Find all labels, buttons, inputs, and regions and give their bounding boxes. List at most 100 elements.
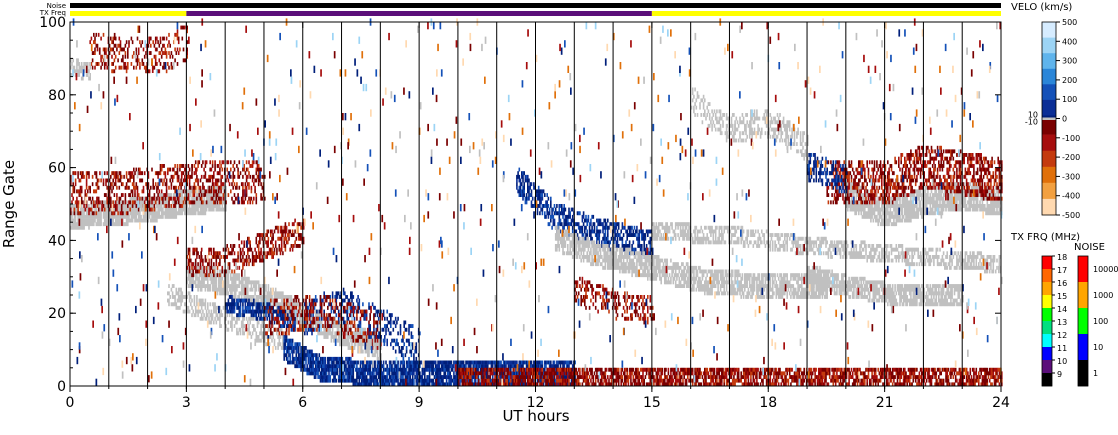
echo-cell xyxy=(85,174,88,179)
echo-cell xyxy=(82,207,84,212)
echo-cell xyxy=(255,287,258,292)
echo-cell xyxy=(291,327,294,332)
echo-cell xyxy=(197,287,199,292)
echo-cell xyxy=(137,193,140,197)
echo-cell xyxy=(187,284,190,288)
echo-cell xyxy=(158,204,161,208)
echo-cell xyxy=(82,174,84,179)
echo-cell xyxy=(114,174,117,179)
echo-cell xyxy=(267,302,270,307)
echo-cell xyxy=(351,367,353,372)
echo-cell xyxy=(200,247,203,252)
echo-cell xyxy=(193,313,196,318)
echo-cell xyxy=(362,335,364,339)
echo-cell xyxy=(289,313,291,318)
echo-cell xyxy=(276,247,278,252)
echo-cell xyxy=(307,356,310,361)
echo-cell xyxy=(108,196,111,201)
echo-cell xyxy=(260,305,262,310)
echo-cell xyxy=(373,375,375,379)
echo-cell xyxy=(232,316,234,321)
echo-cell xyxy=(222,247,225,252)
echo-cell xyxy=(182,164,185,168)
echo-cell xyxy=(91,174,94,179)
echo-cell xyxy=(238,309,241,314)
echo-cell xyxy=(471,378,473,383)
echo-cell xyxy=(108,218,111,223)
echo-cell xyxy=(267,324,270,328)
echo-cell xyxy=(96,218,99,223)
echo-cell xyxy=(139,178,141,183)
echo-cell xyxy=(130,171,133,176)
echo-cell xyxy=(225,204,227,208)
echo-cell xyxy=(147,185,150,190)
echo-cell xyxy=(314,364,317,369)
echo-cell xyxy=(256,255,259,259)
echo-cell xyxy=(207,200,209,205)
echo-cell xyxy=(251,200,254,205)
echo-cell xyxy=(191,273,193,278)
echo-cell xyxy=(392,375,395,379)
echo-cell xyxy=(254,255,256,259)
echo-cell xyxy=(120,207,123,212)
echo-cell xyxy=(216,291,219,296)
echo-cell xyxy=(271,251,273,256)
echo-cell xyxy=(248,236,250,241)
echo-cell xyxy=(208,258,210,263)
echo-cell xyxy=(253,316,255,321)
echo-cell xyxy=(499,360,501,365)
echo-cell xyxy=(337,364,340,369)
echo-cell xyxy=(165,204,168,208)
echo-cell xyxy=(285,225,288,230)
echo-cell xyxy=(329,367,331,372)
echo-cell xyxy=(153,204,156,208)
echo-cell xyxy=(124,214,127,219)
echo-cell xyxy=(95,204,98,208)
echo-cell xyxy=(230,174,232,179)
echo-cell xyxy=(111,222,113,227)
echo-cell xyxy=(436,364,438,369)
echo-cell xyxy=(266,291,268,296)
echo-cell xyxy=(259,331,261,336)
echo-cell xyxy=(345,364,347,369)
echo-cell xyxy=(186,182,188,187)
echo-cell xyxy=(164,204,167,208)
echo-cell xyxy=(141,204,144,208)
echo-cell xyxy=(71,222,73,227)
echo-cell xyxy=(360,382,363,387)
echo-cell xyxy=(464,367,466,372)
echo-cell xyxy=(147,43,150,48)
echo-cell xyxy=(239,327,242,332)
echo-cell xyxy=(228,182,231,187)
echo-cell xyxy=(118,207,121,212)
echo-cell xyxy=(337,335,340,339)
echo-cell xyxy=(192,280,194,285)
echo-cell xyxy=(209,287,211,292)
echo-cell xyxy=(150,207,152,212)
echo-cell xyxy=(287,295,289,299)
echo-cell xyxy=(228,305,231,310)
echo-cell xyxy=(231,247,233,252)
echo-cell xyxy=(129,207,131,212)
echo-cell xyxy=(128,200,130,205)
echo-cell xyxy=(358,378,361,383)
echo-cell xyxy=(297,364,300,369)
echo-cell xyxy=(102,47,105,52)
echo-cell xyxy=(187,247,190,252)
echo-cell xyxy=(175,51,178,55)
txfreq-status-bar xyxy=(70,11,1001,16)
echo-cell xyxy=(270,305,272,310)
echo-cell xyxy=(243,276,245,281)
echo-cell xyxy=(233,193,236,197)
echo-cell xyxy=(346,342,348,347)
echo-cell xyxy=(186,305,188,310)
echo-cell xyxy=(312,364,314,369)
echo-cell xyxy=(112,218,114,223)
echo-cell xyxy=(411,375,414,379)
echo-cell xyxy=(196,302,198,307)
echo-cell xyxy=(346,356,348,361)
echo-cell xyxy=(342,371,345,376)
status-bars: Noise TX Freq xyxy=(39,2,1001,17)
echo-cell xyxy=(221,182,224,187)
echo-cell xyxy=(364,327,367,332)
